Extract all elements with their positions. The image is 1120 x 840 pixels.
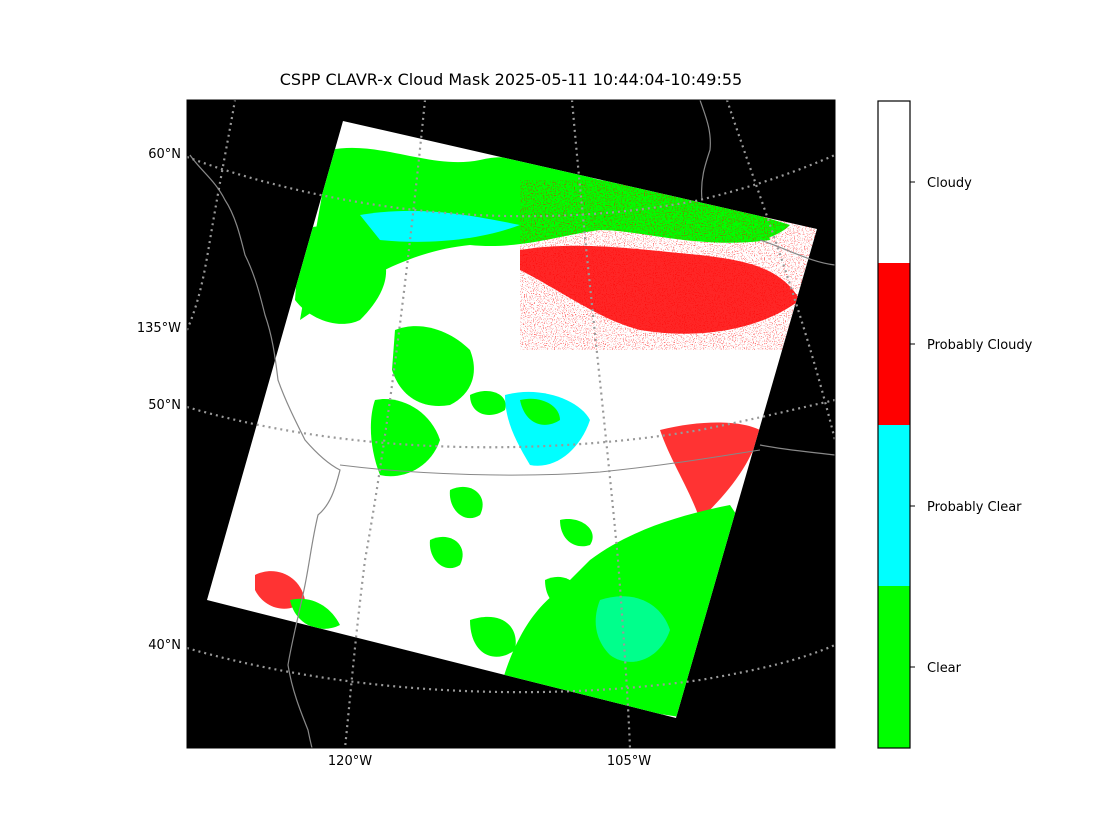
graticule: [187, 100, 835, 748]
colorbar-probably-cloudy: [878, 263, 910, 425]
lat-label-40: 40°N: [148, 638, 181, 653]
lon-label-105: 105°W: [607, 754, 651, 769]
lat-label-50: 50°N: [148, 398, 181, 413]
lon-axis: 120°W 105°W: [328, 754, 651, 769]
coastlines: [189, 100, 835, 748]
lat-axis: 60°N 135°W 50°N 40°N: [137, 147, 181, 653]
colorbar-clear: [878, 586, 910, 748]
colorbar-frame: [877, 100, 911, 749]
colorbar: Cloudy Probably Cloudy Probably Clear Cl…: [877, 100, 1033, 749]
legend-label-clear: Clear: [927, 661, 962, 676]
colorbar-probably-clear: [878, 425, 910, 586]
map-frame: [186, 99, 836, 749]
legend-label-probably-cloudy: Probably Cloudy: [927, 338, 1033, 353]
lon-label-135: 135°W: [137, 321, 181, 336]
legend-label-cloudy: Cloudy: [927, 176, 972, 191]
border-line: [339, 449, 761, 476]
colorbar-cloudy: [878, 101, 910, 263]
lat-label-60: 60°N: [148, 147, 181, 162]
lon-label-120: 120°W: [328, 754, 372, 769]
map-title: CSPP CLAVR-x Cloud Mask 2025-05-11 10:44…: [279, 70, 743, 89]
cloud-mask-field: [255, 147, 817, 718]
legend-label-probably-clear: Probably Clear: [927, 500, 1022, 515]
